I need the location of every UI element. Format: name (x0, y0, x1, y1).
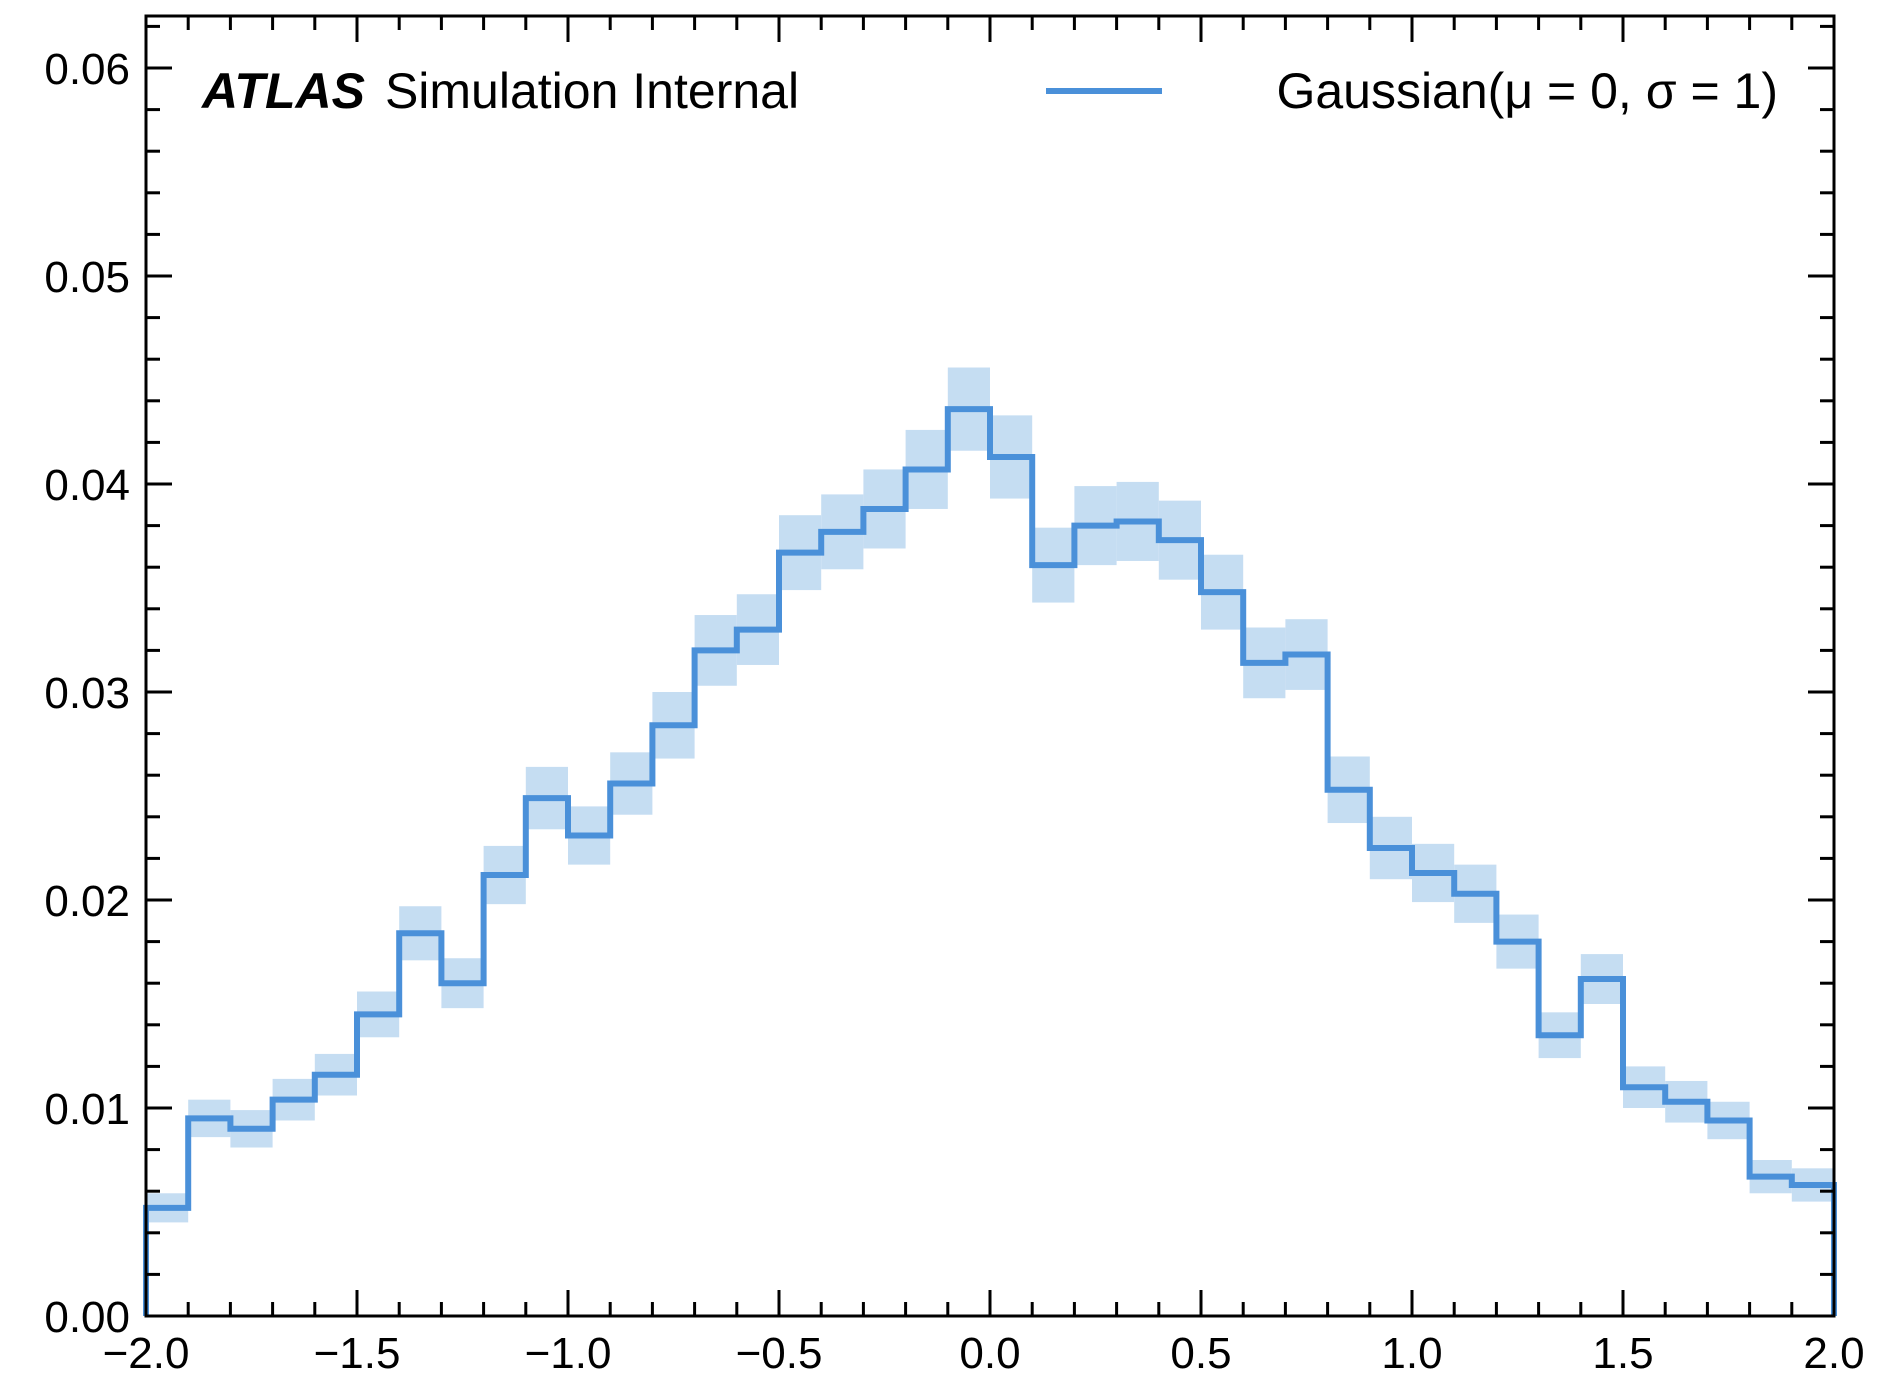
y-tick-label: 0.01 (44, 1085, 130, 1134)
atlas-label: ATLAS Simulation Internal (200, 63, 799, 119)
legend-label: Gaussian(μ = 0, σ = 1) (1276, 63, 1778, 119)
y-tick-label: 0.05 (44, 253, 130, 302)
histogram-step-line (143, 406, 1837, 1316)
x-tick-label: −1.5 (314, 1329, 401, 1378)
x-tick-label: 0.5 (1170, 1329, 1231, 1378)
y-tick-label: 0.04 (44, 461, 130, 510)
error-band-layer (146, 367, 1834, 1223)
y-tick-labels: 0.00 0.01 0.02 0.03 0.04 0.05 0.06 (44, 45, 130, 1342)
axis-ticks-layer (144, 16, 1836, 1318)
x-tick-label: −2.0 (103, 1329, 190, 1378)
y-tick-label: 0.03 (44, 669, 130, 718)
x-tick-label: 0.0 (959, 1329, 1020, 1378)
x-tick-label: 1.0 (1381, 1329, 1442, 1378)
x-tick-label: −0.5 (736, 1329, 823, 1378)
x-tick-label: 2.0 (1803, 1329, 1864, 1378)
histogram-line-layer (143, 406, 1837, 1316)
atlas-status-label: Simulation Internal (385, 63, 799, 119)
y-tick-label: 0.02 (44, 877, 130, 926)
y-tick-label: 0.00 (44, 1293, 130, 1342)
x-tick-label: 1.5 (1592, 1329, 1653, 1378)
x-tick-label: −1.0 (525, 1329, 612, 1378)
x-tick-labels: −2.0 −1.5 −1.0 −0.5 0.0 0.5 1.0 1.5 2.0 (103, 1329, 1865, 1378)
y-tick-label: 0.06 (44, 45, 130, 94)
atlas-experiment-label: ATLAS (200, 63, 365, 119)
plot-frame (144, 14, 1836, 1318)
